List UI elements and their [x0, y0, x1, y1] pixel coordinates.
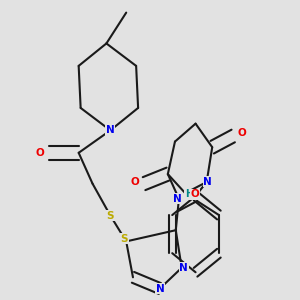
Text: N: N: [179, 263, 188, 273]
Text: S: S: [121, 234, 128, 244]
Text: N: N: [172, 194, 181, 204]
Text: N: N: [106, 125, 115, 135]
Text: O: O: [36, 148, 45, 158]
Text: O: O: [238, 128, 246, 138]
Text: N: N: [203, 177, 212, 187]
Text: O: O: [131, 177, 140, 187]
Text: O: O: [191, 189, 200, 199]
Text: H: H: [185, 189, 193, 199]
Text: N: N: [155, 284, 164, 293]
Text: S: S: [106, 211, 114, 220]
